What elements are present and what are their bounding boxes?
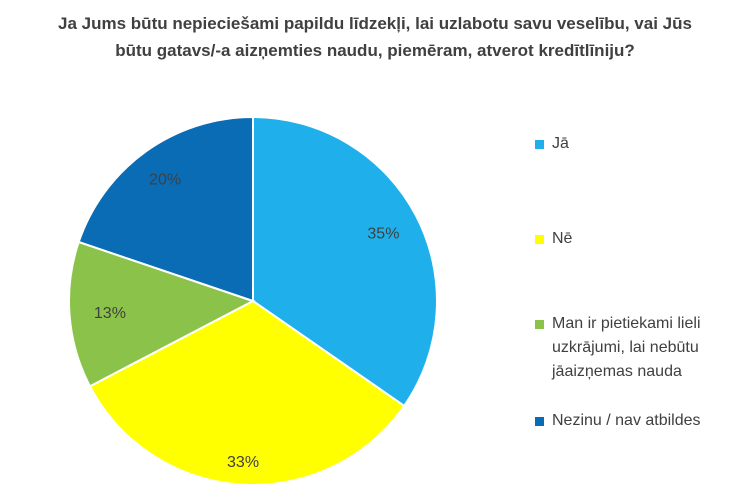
legend-item-ne: Nē — [535, 227, 745, 251]
data-label-ja: 35% — [367, 226, 399, 243]
legend-label-nezinu: Nezinu / nav atbildes — [552, 412, 701, 429]
legend-swatch-ne — [535, 235, 544, 244]
pie-slice-ne — [88, 299, 406, 486]
legend-swatch-ja — [535, 140, 544, 149]
legend-label-ne: Nē — [552, 230, 573, 247]
pie-slice-ja — [252, 115, 438, 408]
data-label-ne: 33% — [227, 454, 259, 471]
data-label-nezinu: 20% — [149, 171, 181, 188]
data-label-uzkrajumi: 13% — [94, 305, 126, 322]
legend-swatch-uzkrajumi — [535, 320, 544, 329]
legend-label-ja: Jā — [552, 135, 569, 152]
legend-item-nezinu: Nezinu / nav atbildes — [535, 409, 745, 433]
chart-title: Ja Jums būtu nepieciešami papildu līdzek… — [58, 14, 692, 60]
legend-label-uzkrajumi: Man ir pietiekami lieli uzkrājumi, lai n… — [552, 315, 701, 380]
legend-item-uzkrajumi: Man ir pietiekami lieli uzkrājumi, lai n… — [535, 312, 745, 384]
legend-item-ja: Jā — [535, 132, 745, 156]
pie-slice-uzkrajumi — [68, 240, 256, 388]
pie-slice-nezinu — [77, 115, 254, 303]
legend-swatch-nezinu — [535, 417, 544, 426]
